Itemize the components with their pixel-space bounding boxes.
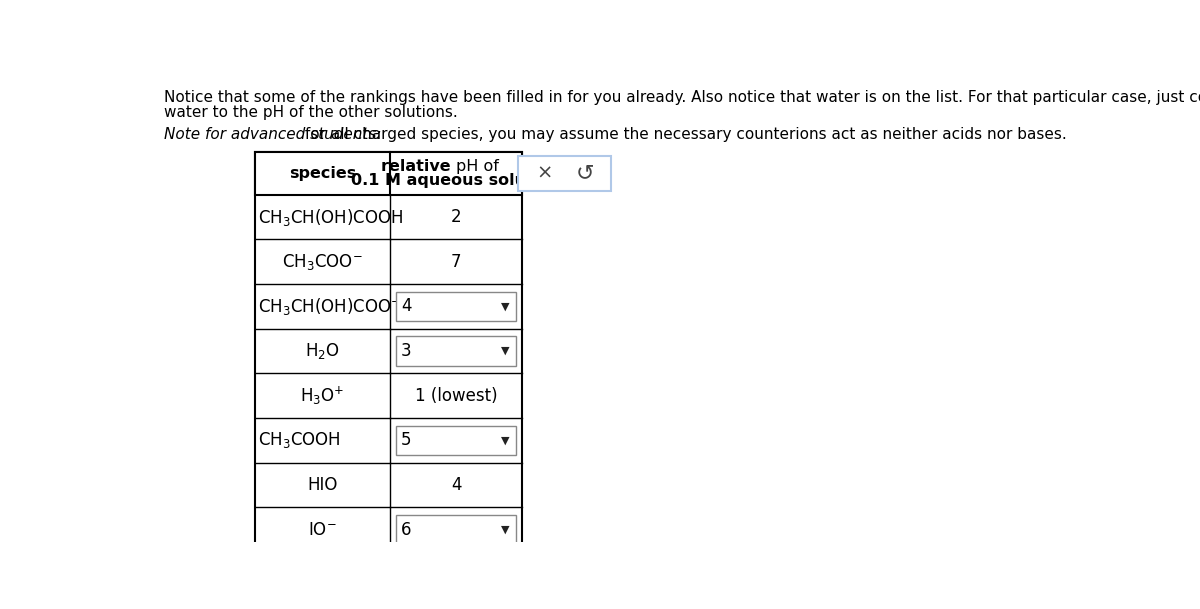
Text: CH$_3$CH(OH)COO$^{-}$: CH$_3$CH(OH)COO$^{-}$ [258, 296, 402, 317]
Text: H$_3$O$^{+}$: H$_3$O$^{+}$ [300, 384, 344, 407]
Text: 3: 3 [401, 342, 412, 360]
Text: for all charged species, you may assume the necessary counterions act as neither: for all charged species, you may assume … [300, 127, 1067, 142]
Text: 4: 4 [401, 297, 412, 315]
Text: 5: 5 [401, 431, 412, 449]
Text: H$_2$O: H$_2$O [305, 341, 340, 361]
Bar [396, 515, 516, 544]
Text: CH$_3$CH(OH)COOH: CH$_3$CH(OH)COOH [258, 206, 404, 228]
Text: CH$_3$COOH: CH$_3$COOH [258, 431, 341, 451]
Text: CH$_3$COO$^{-}$: CH$_3$COO$^{-}$ [282, 252, 362, 272]
Text: ▼: ▼ [502, 301, 510, 311]
Bar [396, 426, 516, 455]
Text: Note for advanced students:: Note for advanced students: [164, 127, 382, 142]
Text: 1 (lowest): 1 (lowest) [415, 387, 498, 405]
Text: ▼: ▼ [502, 346, 510, 356]
Text: ▼: ▼ [502, 435, 510, 445]
Text: species: species [289, 166, 356, 181]
Text: ×: × [536, 164, 552, 183]
Text: ↺: ↺ [576, 164, 594, 183]
Text: HIO: HIO [307, 476, 337, 494]
Text: 4: 4 [451, 476, 461, 494]
Bar [396, 292, 516, 321]
Bar [396, 336, 516, 365]
Text: pH of: pH of [456, 159, 499, 174]
Bar [254, 152, 522, 552]
Text: Notice that some of the rankings have been filled in for you already. Also notic: Notice that some of the rankings have be… [164, 90, 1200, 105]
Text: water to the pH of the other solutions.: water to the pH of the other solutions. [164, 105, 457, 121]
Text: 2: 2 [451, 208, 462, 226]
Bar [518, 157, 611, 191]
Text: 7: 7 [451, 253, 461, 271]
Text: ▼: ▼ [502, 525, 510, 535]
Text: relative: relative [380, 159, 456, 174]
Bar [254, 152, 522, 195]
Text: 6: 6 [401, 521, 412, 539]
Text: IO$^{-}$: IO$^{-}$ [308, 521, 337, 539]
Text: 0.1 M aqueous solution: 0.1 M aqueous solution [350, 173, 562, 188]
